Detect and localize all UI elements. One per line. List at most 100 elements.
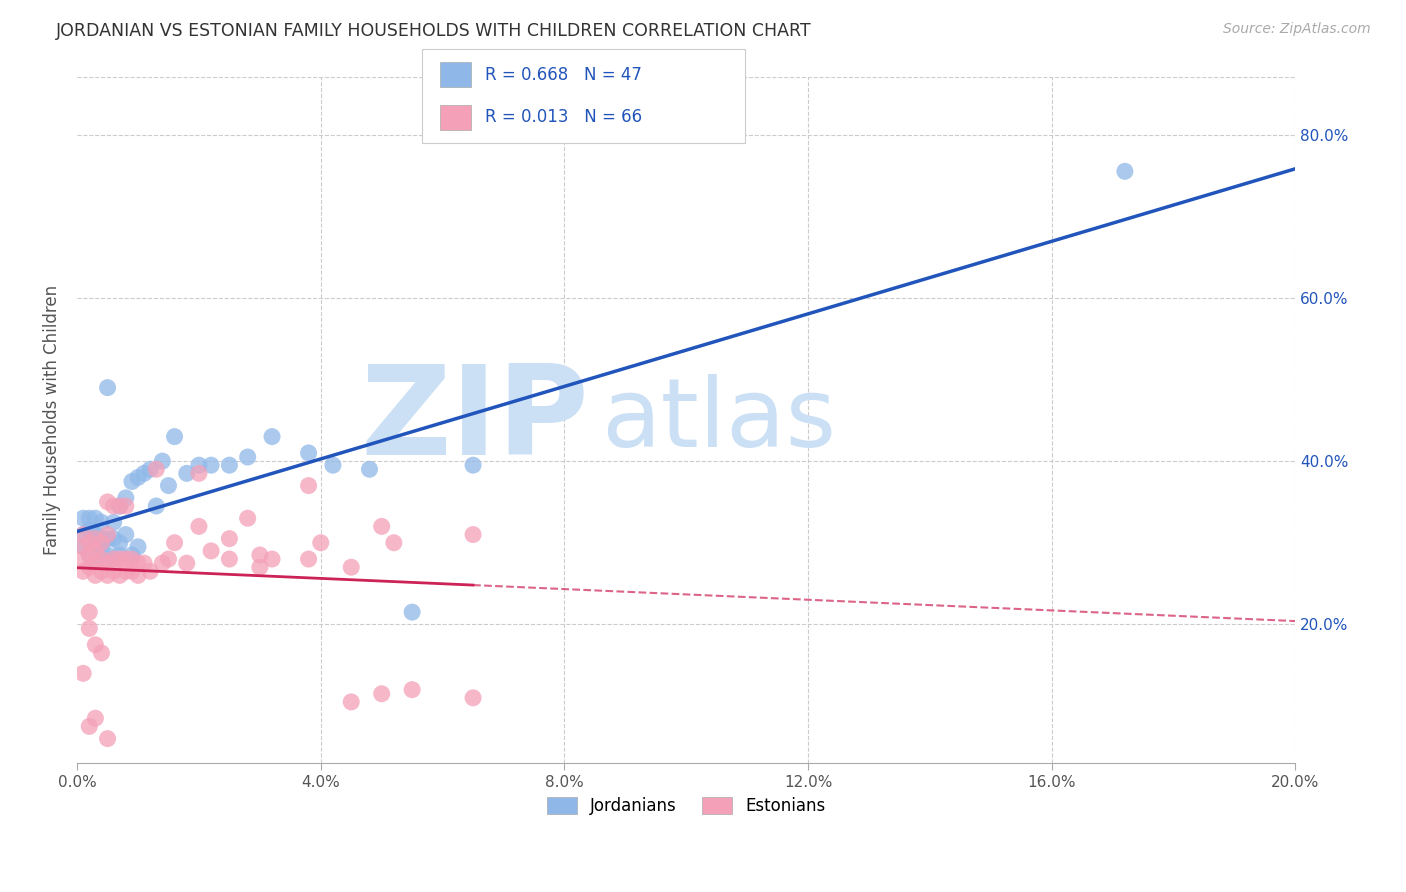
Point <box>187 458 209 473</box>
Point <box>163 535 186 549</box>
Point <box>108 548 131 562</box>
Point <box>249 560 271 574</box>
Point <box>1114 164 1136 178</box>
Point <box>145 499 167 513</box>
Point <box>218 458 240 473</box>
Point <box>96 548 118 562</box>
Point <box>77 548 100 562</box>
Point <box>401 605 423 619</box>
Point <box>145 462 167 476</box>
Point <box>96 568 118 582</box>
Point <box>108 535 131 549</box>
Point <box>139 564 162 578</box>
Point <box>77 719 100 733</box>
Point <box>103 552 125 566</box>
Point <box>127 568 149 582</box>
Point <box>260 429 283 443</box>
Point <box>359 462 381 476</box>
Text: Source: ZipAtlas.com: Source: ZipAtlas.com <box>1223 22 1371 37</box>
Point <box>322 458 344 473</box>
Point <box>108 552 131 566</box>
Point <box>72 511 94 525</box>
Point <box>260 552 283 566</box>
Point <box>77 548 100 562</box>
Point <box>370 519 392 533</box>
Point <box>77 560 100 574</box>
Point <box>114 499 136 513</box>
Point <box>108 499 131 513</box>
Point <box>401 682 423 697</box>
Text: R = 0.668   N = 47: R = 0.668 N = 47 <box>485 66 643 84</box>
Point <box>103 499 125 513</box>
Point <box>114 564 136 578</box>
Point <box>121 564 143 578</box>
Point <box>176 556 198 570</box>
Point <box>84 568 107 582</box>
Point <box>187 467 209 481</box>
Text: atlas: atlas <box>600 374 837 467</box>
Point <box>114 552 136 566</box>
Point <box>127 540 149 554</box>
Text: ZIP: ZIP <box>360 359 589 481</box>
Point <box>121 552 143 566</box>
Point <box>96 527 118 541</box>
Point <box>132 467 155 481</box>
Text: R = 0.013   N = 66: R = 0.013 N = 66 <box>485 108 643 126</box>
Y-axis label: Family Households with Children: Family Households with Children <box>44 285 60 556</box>
Point <box>84 556 107 570</box>
Point <box>96 381 118 395</box>
Point <box>236 450 259 464</box>
Point <box>200 544 222 558</box>
Point <box>108 499 131 513</box>
Point <box>114 527 136 541</box>
Point <box>90 535 112 549</box>
Point <box>72 666 94 681</box>
Point <box>77 622 100 636</box>
Point <box>96 556 118 570</box>
Point <box>218 552 240 566</box>
Point <box>114 491 136 505</box>
Point <box>236 511 259 525</box>
Point <box>461 527 484 541</box>
Point <box>340 695 363 709</box>
Point <box>77 605 100 619</box>
Point <box>340 560 363 574</box>
Point <box>90 516 112 530</box>
Point <box>382 535 405 549</box>
Point <box>150 454 173 468</box>
Point <box>103 516 125 530</box>
Point <box>84 511 107 525</box>
Point <box>218 532 240 546</box>
Point <box>103 552 125 566</box>
Point <box>72 552 94 566</box>
Point <box>108 568 131 582</box>
Point <box>90 532 112 546</box>
Point <box>297 478 319 492</box>
Legend: Jordanians, Estonians: Jordanians, Estonians <box>538 789 834 823</box>
Point <box>77 535 100 549</box>
Text: JORDANIAN VS ESTONIAN FAMILY HOUSEHOLDS WITH CHILDREN CORRELATION CHART: JORDANIAN VS ESTONIAN FAMILY HOUSEHOLDS … <box>56 22 811 40</box>
Point <box>84 544 107 558</box>
Point <box>461 458 484 473</box>
Point <box>150 556 173 570</box>
Point <box>461 690 484 705</box>
Point <box>72 540 94 554</box>
Point <box>96 495 118 509</box>
Point <box>84 711 107 725</box>
Point <box>90 552 112 566</box>
Point <box>157 478 180 492</box>
Point <box>121 548 143 562</box>
Point <box>370 687 392 701</box>
Point <box>72 527 94 541</box>
Point <box>103 564 125 578</box>
Point <box>121 475 143 489</box>
Point <box>77 524 100 538</box>
Point <box>96 731 118 746</box>
Point <box>309 535 332 549</box>
Point <box>132 556 155 570</box>
Point <box>84 527 107 541</box>
Point <box>187 519 209 533</box>
Point <box>96 532 118 546</box>
Point <box>77 511 100 525</box>
Point <box>249 548 271 562</box>
